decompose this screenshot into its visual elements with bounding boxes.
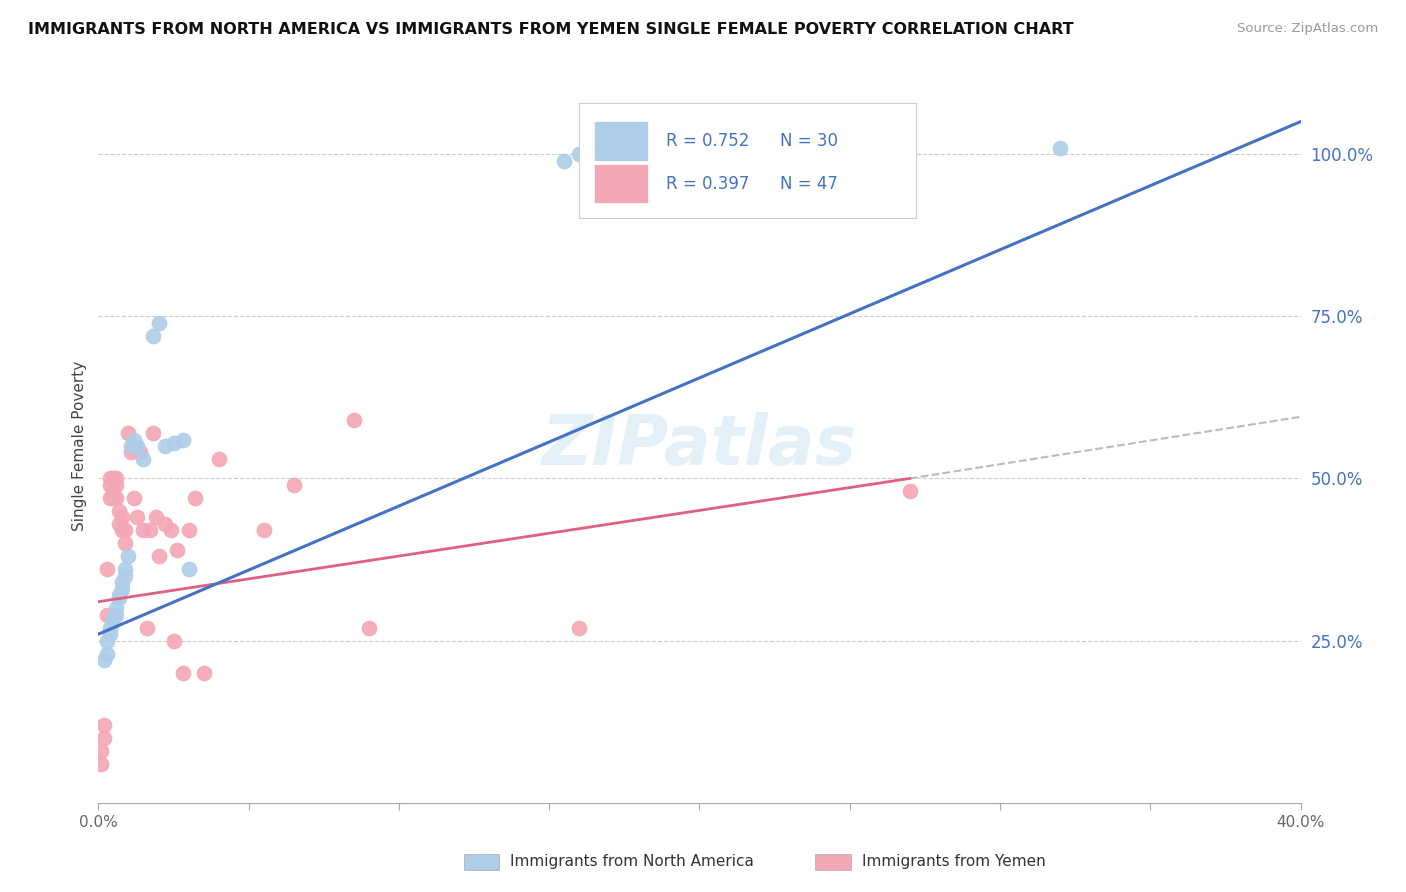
Point xyxy=(1049,140,1071,154)
Point xyxy=(100,478,122,492)
Point xyxy=(103,614,125,628)
Point xyxy=(105,601,128,615)
Point xyxy=(103,484,125,499)
Point xyxy=(114,562,136,576)
Point xyxy=(96,607,118,622)
Point xyxy=(177,562,200,576)
FancyBboxPatch shape xyxy=(815,854,851,870)
Point xyxy=(105,491,128,505)
FancyBboxPatch shape xyxy=(464,854,499,870)
Text: Source: ZipAtlas.com: Source: ZipAtlas.com xyxy=(1237,22,1378,36)
Point xyxy=(162,435,184,450)
Point xyxy=(90,744,112,758)
Point xyxy=(114,524,136,538)
Point xyxy=(96,647,118,661)
Point xyxy=(108,516,131,531)
Text: IMMIGRANTS FROM NORTH AMERICA VS IMMIGRANTS FROM YEMEN SINGLE FEMALE POVERTY COR: IMMIGRANTS FROM NORTH AMERICA VS IMMIGRA… xyxy=(28,22,1074,37)
Point xyxy=(111,510,134,524)
Point xyxy=(114,536,136,550)
Point xyxy=(100,627,122,641)
Point xyxy=(121,439,143,453)
Text: Immigrants from North America: Immigrants from North America xyxy=(510,855,754,869)
Point xyxy=(148,316,170,330)
Point xyxy=(141,425,163,440)
Point xyxy=(90,756,112,771)
Point xyxy=(105,478,128,492)
Point xyxy=(132,524,155,538)
Point xyxy=(898,484,921,499)
Point xyxy=(111,524,134,538)
Point xyxy=(124,491,146,505)
Point xyxy=(96,562,118,576)
FancyBboxPatch shape xyxy=(593,164,648,203)
Point xyxy=(208,452,231,467)
Point xyxy=(153,516,176,531)
Point xyxy=(568,147,591,161)
Y-axis label: Single Female Poverty: Single Female Poverty xyxy=(72,361,87,531)
Point xyxy=(343,413,366,427)
Point xyxy=(108,504,131,518)
Text: N = 47: N = 47 xyxy=(780,175,838,193)
FancyBboxPatch shape xyxy=(579,103,915,218)
Point xyxy=(103,611,125,625)
Point xyxy=(148,549,170,564)
Point xyxy=(111,575,134,590)
Point xyxy=(183,491,205,505)
Point xyxy=(132,452,155,467)
Point xyxy=(124,433,146,447)
Point xyxy=(111,582,134,596)
Point xyxy=(141,328,163,343)
Point xyxy=(138,524,160,538)
Point xyxy=(108,588,131,602)
Text: ZIPatlas: ZIPatlas xyxy=(541,412,858,480)
Point xyxy=(193,666,215,681)
Text: Immigrants from Yemen: Immigrants from Yemen xyxy=(862,855,1046,869)
Point xyxy=(100,491,122,505)
Point xyxy=(117,549,139,564)
Point xyxy=(105,471,128,485)
Point xyxy=(166,542,188,557)
Point xyxy=(145,510,167,524)
Point xyxy=(100,621,122,635)
Point xyxy=(117,425,139,440)
Point xyxy=(93,653,115,667)
Point xyxy=(568,621,591,635)
Point xyxy=(103,471,125,485)
Text: R = 0.752: R = 0.752 xyxy=(666,132,749,150)
Text: N = 30: N = 30 xyxy=(780,132,838,150)
Point xyxy=(172,433,194,447)
Point xyxy=(121,445,143,459)
Point xyxy=(153,439,176,453)
Text: R = 0.397: R = 0.397 xyxy=(666,175,749,193)
Point xyxy=(159,524,181,538)
Point xyxy=(96,633,118,648)
Point xyxy=(105,607,128,622)
Point xyxy=(93,718,115,732)
Point xyxy=(114,568,136,582)
Point xyxy=(162,633,184,648)
Point xyxy=(108,591,131,606)
Point xyxy=(177,524,200,538)
Point xyxy=(553,153,575,168)
Point xyxy=(129,445,152,459)
Point xyxy=(127,510,149,524)
Point xyxy=(135,621,157,635)
Point xyxy=(253,524,276,538)
FancyBboxPatch shape xyxy=(593,121,648,161)
Point xyxy=(93,731,115,745)
Point xyxy=(583,147,606,161)
Point xyxy=(127,439,149,453)
Point xyxy=(103,491,125,505)
Point xyxy=(172,666,194,681)
Point xyxy=(283,478,305,492)
Point xyxy=(357,621,380,635)
Point xyxy=(100,471,122,485)
